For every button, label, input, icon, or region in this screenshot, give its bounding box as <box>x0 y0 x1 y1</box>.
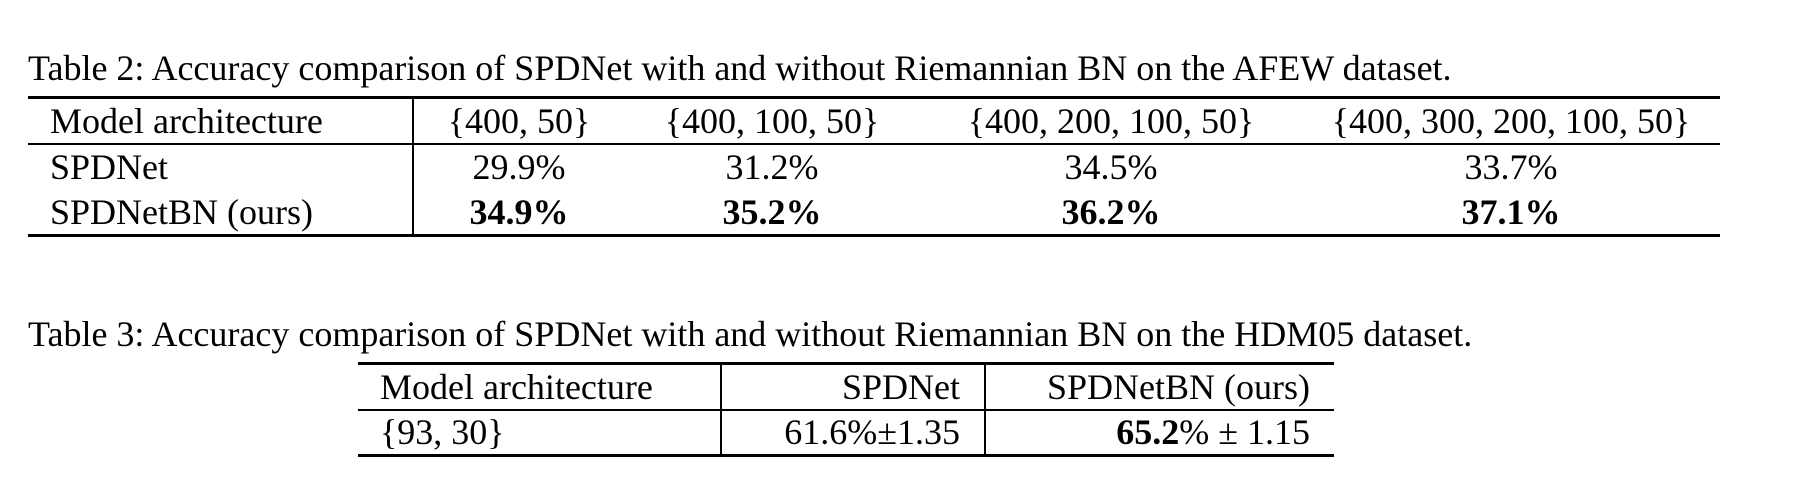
table2-header-model: Model architecture <box>28 97 414 145</box>
table3-header-row: Model architecture SPDNet SPDNetBN (ours… <box>358 363 1334 411</box>
table-row: {93, 30} 61.6%±1.35 65.2% ± 1.15 <box>358 409 1334 456</box>
table-row: SPDNet 29.9% 31.2% 34.5% 33.7% <box>28 143 1720 190</box>
table3-cell-spdnetbn-rest: % ± 1.15 <box>1179 412 1310 453</box>
table2-cell: 36.2% <box>1061 191 1161 232</box>
table2-cell: 33.7% <box>1464 147 1558 187</box>
table2-cell: 29.9% <box>472 147 566 187</box>
table2-header-row: Model architecture {400, 50} {400, 100, … <box>28 97 1720 145</box>
table2-header-arch-2: {400, 100, 50} <box>624 97 920 145</box>
table2-header-arch-3: {400, 200, 100, 50} <box>920 97 1302 145</box>
table2-caption: Table 2: Accuracy comparison of SPDNet w… <box>28 48 1452 88</box>
table3-cell-spdnet: 61.6%±1.35 <box>721 409 986 456</box>
table2-cell: 35.2% <box>722 191 822 232</box>
table2-row-model: SPDNet <box>28 143 414 190</box>
table3-header-spdnet: SPDNet <box>721 363 986 411</box>
table3-cell-spdnetbn-mean: 65.2 <box>1116 412 1180 453</box>
table2-cell: 37.1% <box>1461 191 1561 232</box>
table3-cell-spdnetbn: 65.2% ± 1.15 <box>985 410 1334 456</box>
table2-cell: 34.9% <box>469 191 569 232</box>
table2: Model architecture {400, 50} {400, 100, … <box>28 96 1720 237</box>
table2-header-arch-1: {400, 50} <box>413 97 624 145</box>
table3-caption: Table 3: Accuracy comparison of SPDNet w… <box>28 314 1473 354</box>
table2-cell: 34.5% <box>1064 147 1158 187</box>
table3-header-spdnetbn: SPDNetBN (ours) <box>985 363 1334 411</box>
table2-header-arch-4: {400, 300, 200, 100, 50} <box>1302 97 1720 145</box>
table2-cell: 31.2% <box>725 147 819 187</box>
table-row: SPDNetBN (ours) 34.9% 35.2% 36.2% 37.1% <box>28 189 1720 236</box>
table2-row-model: SPDNetBN (ours) <box>28 189 414 236</box>
table3: Model architecture SPDNet SPDNetBN (ours… <box>358 362 1334 457</box>
table3-row-model: {93, 30} <box>358 409 722 456</box>
table3-header-model: Model architecture <box>358 363 722 411</box>
